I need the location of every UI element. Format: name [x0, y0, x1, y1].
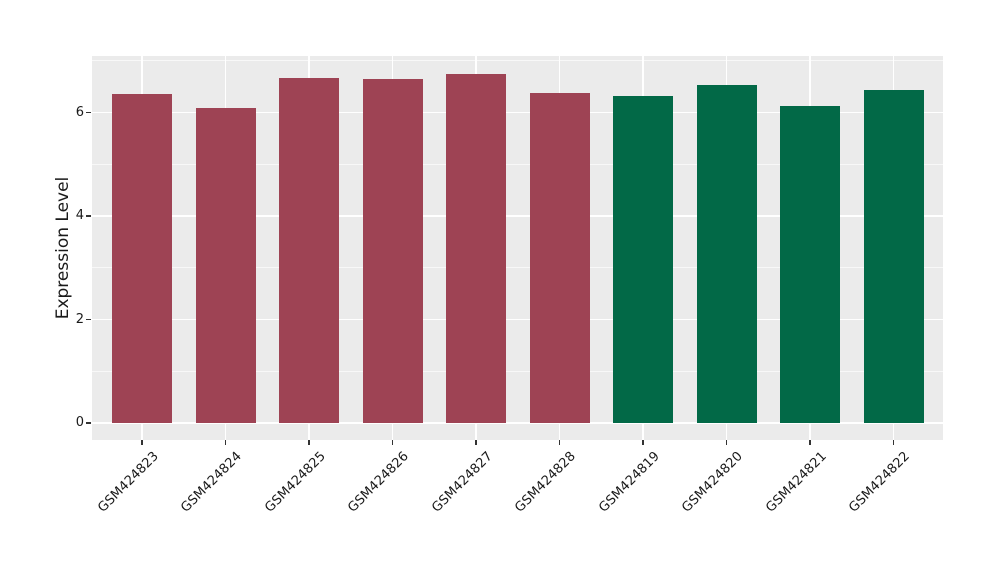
- bar-GSM424821: [780, 106, 840, 423]
- bar-GSM424822: [863, 89, 924, 423]
- x-tick-mark-GSM424820: [725, 440, 728, 445]
- x-tick-label-GSM424820: GSM424820: [679, 449, 747, 516]
- y-tick-mark-2: [86, 318, 91, 321]
- x-tick-mark-GSM424825: [308, 440, 310, 445]
- bar-GSM424820: [696, 84, 757, 423]
- x-tick-label-GSM424824: GSM424824: [178, 449, 246, 516]
- x-tick-label-GSM424823: GSM424823: [95, 449, 162, 516]
- minor-gridline-y1: [92, 370, 943, 372]
- minor-gridline-y5: [92, 163, 943, 165]
- major-gridline-y4: [92, 215, 943, 217]
- bar-GSM424824: [195, 107, 256, 423]
- x-tick-label-GSM424828: GSM424828: [512, 449, 580, 516]
- y-tick-mark-4: [86, 215, 91, 217]
- bar-GSM424819: [613, 95, 673, 423]
- x-tick-mark-GSM424826: [391, 440, 394, 445]
- x-tick-mark-GSM424827: [475, 440, 477, 445]
- x-tick-mark-GSM424828: [558, 440, 561, 445]
- major-gridline-y0: [92, 422, 943, 424]
- minor-gridline-y7: [92, 60, 943, 62]
- x-tick-mark-GSM424824: [224, 440, 227, 445]
- bar-GSM424828: [529, 93, 590, 423]
- y-tick-label-6: 6: [75, 104, 84, 120]
- bar-GSM424827: [446, 74, 506, 423]
- x-tick-mark-GSM424823: [141, 440, 143, 445]
- x-tick-label-GSM424819: GSM424819: [596, 449, 663, 516]
- x-tick-label-GSM424822: GSM424822: [846, 449, 914, 516]
- y-axis-title: Expression Level: [53, 176, 73, 320]
- major-gridline-y2: [92, 318, 943, 321]
- bar-GSM424823: [112, 93, 172, 423]
- minor-gridline-y3: [92, 267, 943, 269]
- bar-GSM424826: [362, 79, 423, 423]
- bar-GSM424825: [279, 77, 339, 423]
- x-tick-mark-GSM424821: [809, 440, 811, 445]
- y-tick-mark-0: [86, 422, 91, 424]
- x-tick-mark-GSM424819: [642, 440, 644, 445]
- y-tick-label-0: 0: [75, 415, 84, 430]
- y-tick-label-4: 4: [75, 208, 84, 223]
- x-tick-label-GSM424826: GSM424826: [345, 449, 413, 516]
- plot-panel: [92, 56, 943, 440]
- major-gridline-y6: [92, 111, 943, 114]
- y-tick-label-2: 2: [75, 311, 84, 327]
- y-tick-mark-6: [86, 111, 91, 114]
- x-tick-label-GSM424827: GSM424827: [429, 449, 496, 516]
- x-tick-label-GSM424821: GSM424821: [763, 449, 830, 516]
- x-tick-mark-GSM424822: [892, 440, 895, 445]
- x-tick-label-GSM424825: GSM424825: [262, 449, 329, 516]
